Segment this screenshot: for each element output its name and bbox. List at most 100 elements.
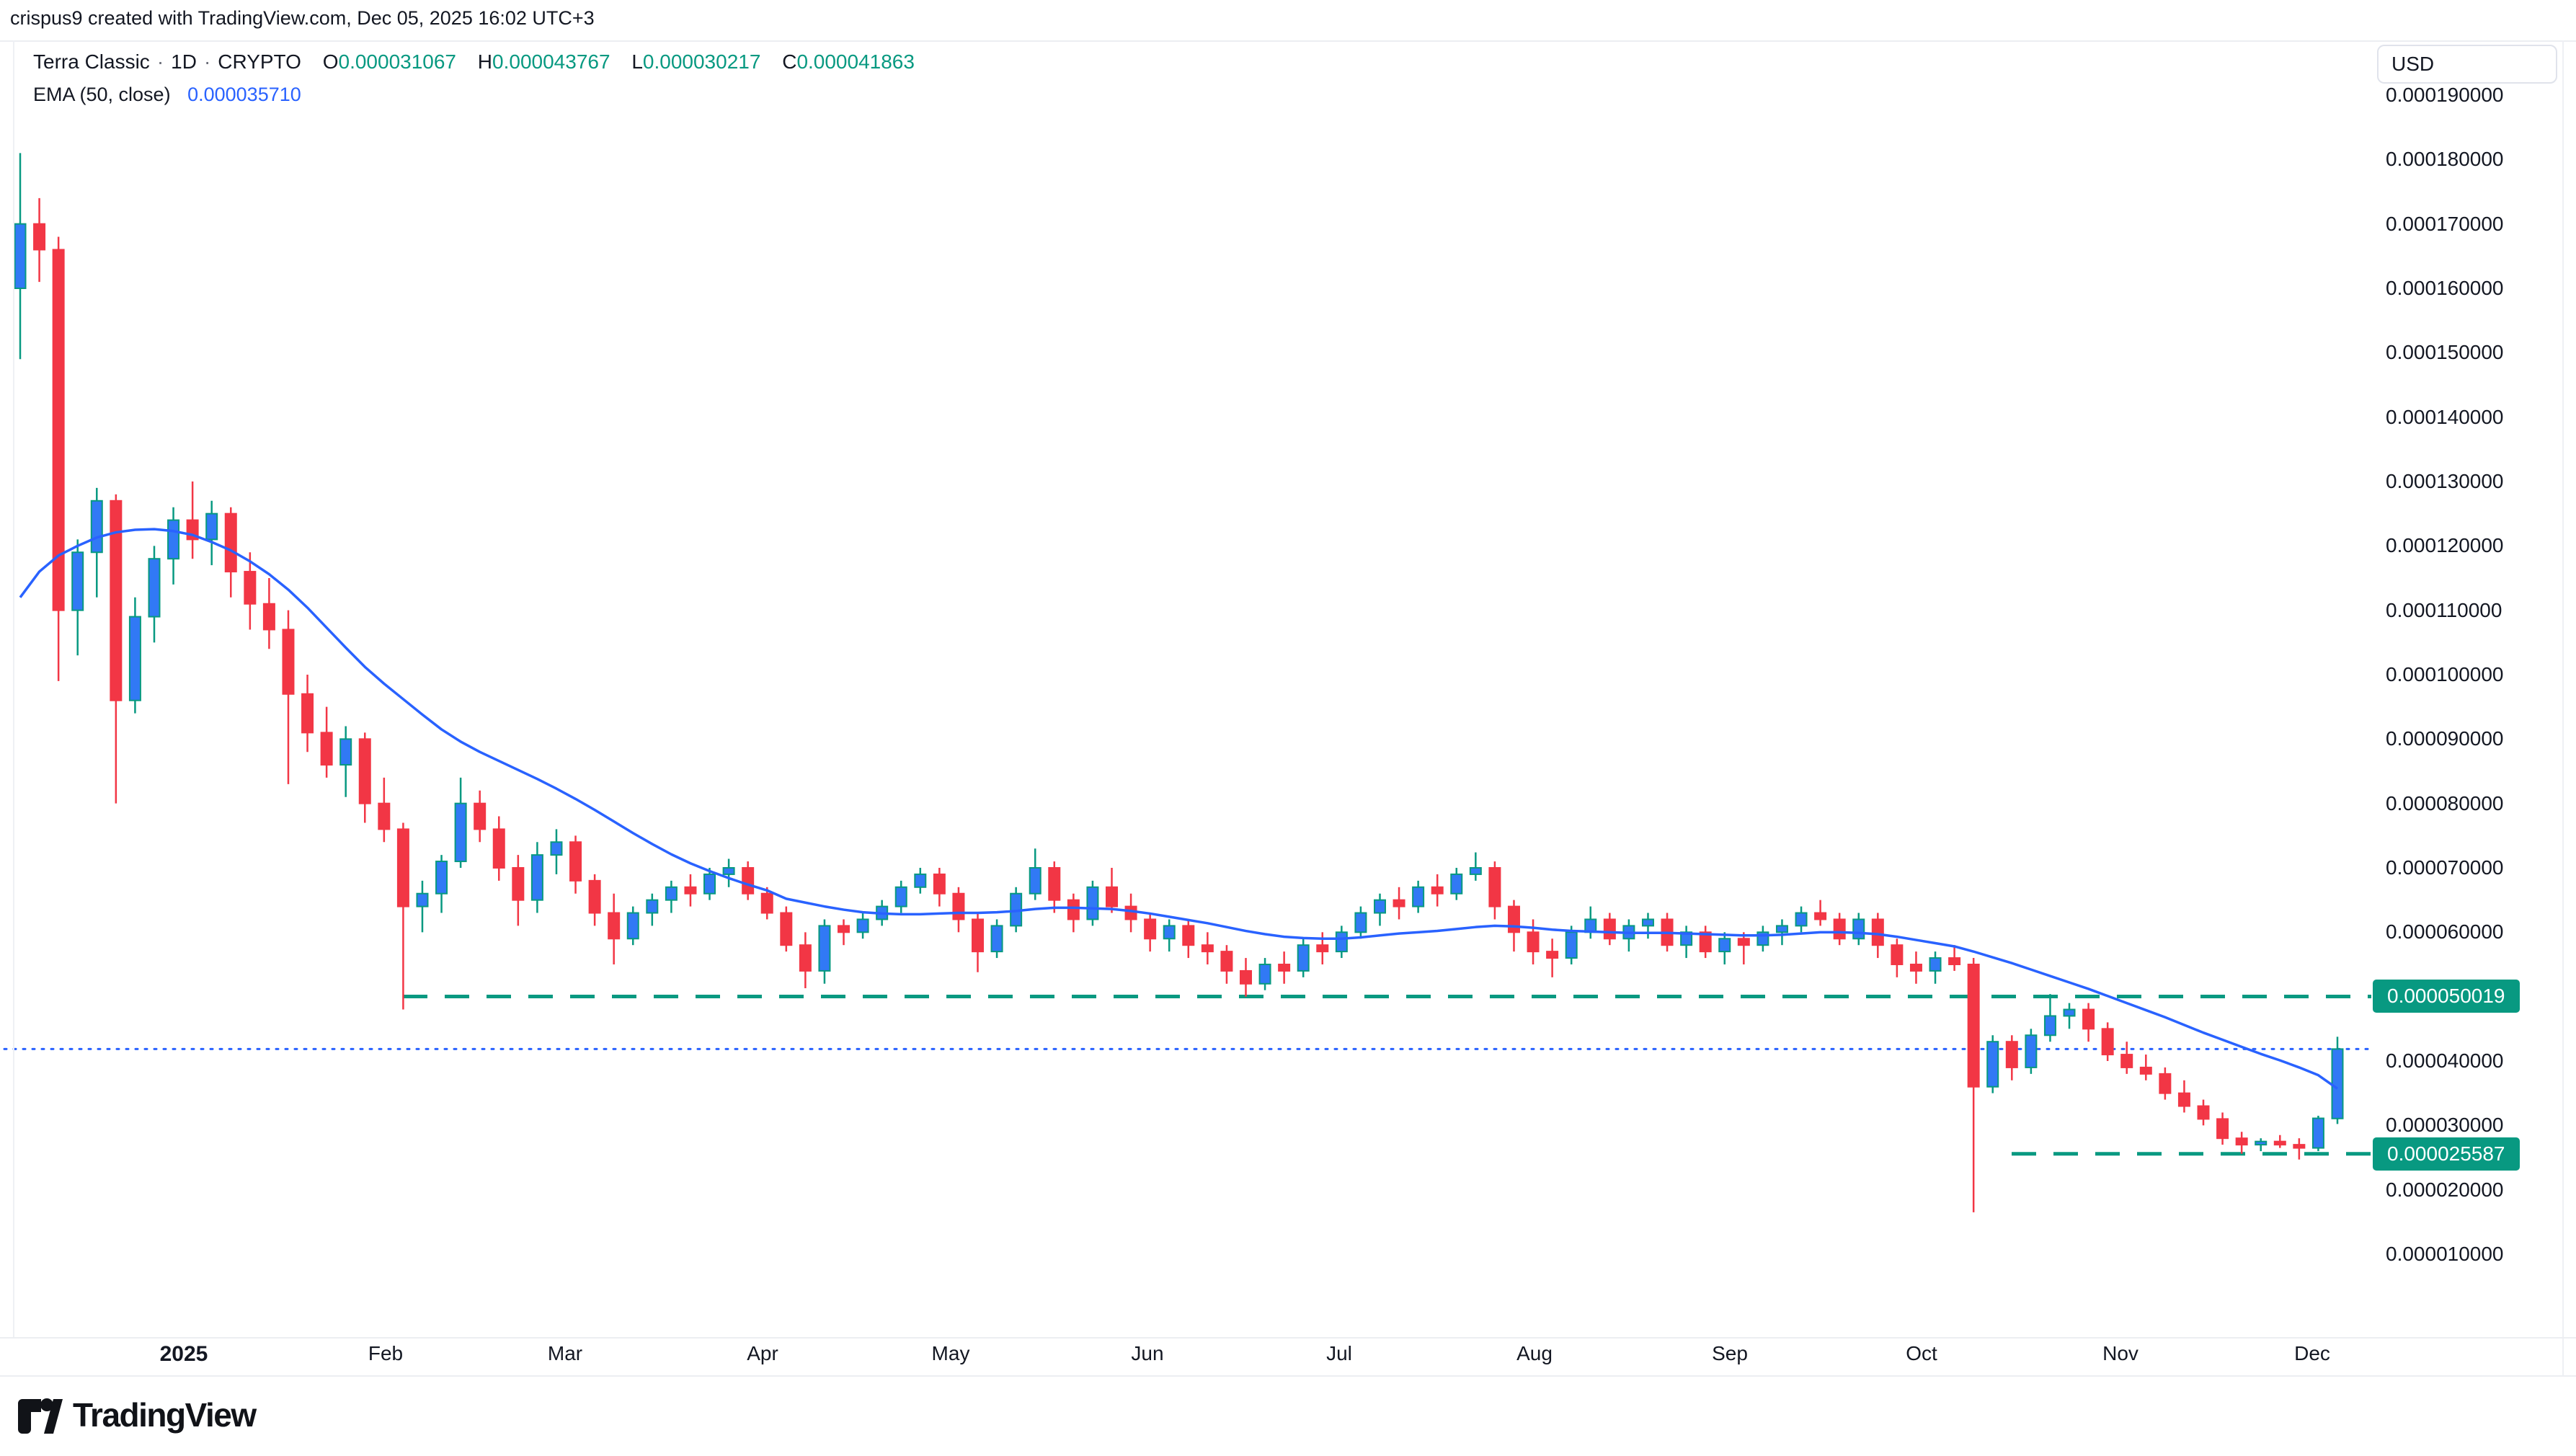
candle-down [262, 603, 275, 631]
high-label: H [477, 50, 493, 73]
price-axis-label: 0.000130000 [2386, 469, 2504, 492]
candle-down [301, 693, 314, 734]
level-price-tag-1: 0.000025587 [2373, 1137, 2520, 1171]
candle-up [646, 899, 659, 914]
candle-up [722, 866, 735, 875]
ema-line[interactable] [19, 528, 2339, 1090]
footer-divider [0, 1375, 2576, 1377]
level-price-tag-0: 0.000050019 [2373, 980, 2520, 1013]
candle-down [2101, 1028, 2114, 1056]
time-axis-label-apr[interactable]: Apr [747, 1342, 778, 1364]
candle-down [378, 802, 391, 830]
candles-layer [14, 153, 2344, 1212]
candle-up [339, 738, 352, 766]
candle-down [1909, 963, 1922, 972]
time-axis-divider [0, 1337, 2576, 1339]
candle-up [1852, 918, 1865, 940]
candle-down [52, 249, 65, 611]
candle-down [110, 500, 123, 701]
candle-down [2273, 1140, 2286, 1146]
currency-toggle-button[interactable]: USD [2377, 45, 2557, 84]
price-axis-label: 0.000080000 [2386, 791, 2504, 814]
price-axis-label: 0.000020000 [2386, 1178, 2504, 1201]
candle-down [2005, 1041, 2018, 1068]
candle-down [1488, 866, 1501, 907]
symbol-exchange: CRYPTO [218, 50, 301, 73]
price-axis-label: 0.000040000 [2386, 1049, 2504, 1072]
time-axis-label-2025[interactable]: 2025 [159, 1342, 208, 1366]
pane-left-edge [13, 40, 14, 1337]
candle-up [1258, 963, 1271, 985]
candle-down [1278, 963, 1291, 972]
candle-down [799, 944, 812, 972]
candle-down [1239, 969, 1252, 985]
price-axis-label: 0.000070000 [2386, 856, 2504, 879]
candle-down [474, 802, 487, 830]
candle-down [512, 866, 525, 901]
candle-down [1316, 944, 1329, 953]
candle-down [224, 512, 237, 573]
candle-down [2216, 1118, 2229, 1140]
time-axis-label-jun[interactable]: Jun [1131, 1342, 1164, 1364]
time-axis-label-aug[interactable]: Aug [1516, 1342, 1553, 1364]
candle-up [1450, 873, 1463, 895]
candle-down [1067, 899, 1080, 920]
candle-up [2331, 1048, 2344, 1119]
candle-down [1124, 905, 1137, 920]
candle-down [2235, 1137, 2248, 1146]
candle-up [550, 841, 563, 856]
price-axis-label: 0.000150000 [2386, 341, 2504, 364]
candle-up [2311, 1117, 2324, 1149]
candle-up [128, 616, 141, 701]
candle-down [1546, 951, 1559, 959]
candle-down [1699, 931, 1712, 953]
candle-up [2025, 1034, 2038, 1068]
candle-down [2197, 1105, 2210, 1120]
candle-up [1354, 912, 1367, 933]
time-axis-label-feb[interactable]: Feb [368, 1342, 404, 1364]
candle-down [1871, 918, 1884, 946]
candle-down [608, 912, 621, 940]
time-axis-label-mar[interactable]: Mar [547, 1342, 583, 1364]
candle-down [1144, 918, 1157, 940]
symbol-legend-row[interactable]: Terra Classic · 1D · CRYPTO O0.000031067 H0.… [33, 50, 915, 74]
candle-down [780, 912, 793, 946]
candle-down [1891, 944, 1904, 965]
candle-up [1718, 938, 1731, 953]
candle-down [1048, 866, 1061, 901]
price-axis-label: 0.000160000 [2386, 276, 2504, 299]
candle-down [1527, 931, 1540, 953]
candle-up [1297, 944, 1310, 972]
candle-down [1948, 957, 1961, 965]
candle-down [2120, 1054, 2133, 1068]
tradingview-logo[interactable]: TradingView [17, 1392, 257, 1438]
tradingview-logo-icon [18, 1398, 63, 1434]
time-axis-label-oct[interactable]: Oct [1906, 1342, 1937, 1364]
indicator-legend-row[interactable]: EMA (50, close) 0.000035710 [33, 84, 301, 106]
candle-down [320, 732, 333, 766]
candle-down [1220, 951, 1233, 972]
candle-down [2159, 1073, 2172, 1094]
time-axis-label-sep[interactable]: Sep [1712, 1342, 1748, 1364]
price-axis-label: 0.000110000 [2386, 598, 2502, 621]
candle-down [1393, 899, 1405, 907]
candle-down [244, 571, 257, 605]
candle-down [972, 918, 985, 953]
time-axis-label-dec[interactable]: Dec [2294, 1342, 2330, 1364]
candle-up [205, 512, 218, 541]
low-label: L [631, 50, 643, 73]
price-axis-label: 0.000010000 [2386, 1242, 2504, 1265]
candle-down [1814, 912, 1827, 920]
time-axis-label-may[interactable]: May [931, 1342, 970, 1364]
attribution-text: crispus9 created with TradingView.com, D… [10, 7, 595, 29]
candle-down [684, 886, 697, 895]
time-axis-label-nov[interactable]: Nov [2102, 1342, 2138, 1364]
candle-up [1373, 899, 1386, 914]
candle-down [569, 841, 582, 882]
candle-down [838, 925, 850, 933]
close-label: C [782, 50, 797, 73]
candle-up [454, 802, 467, 863]
time-axis-label-jul[interactable]: Jul [1326, 1342, 1352, 1364]
